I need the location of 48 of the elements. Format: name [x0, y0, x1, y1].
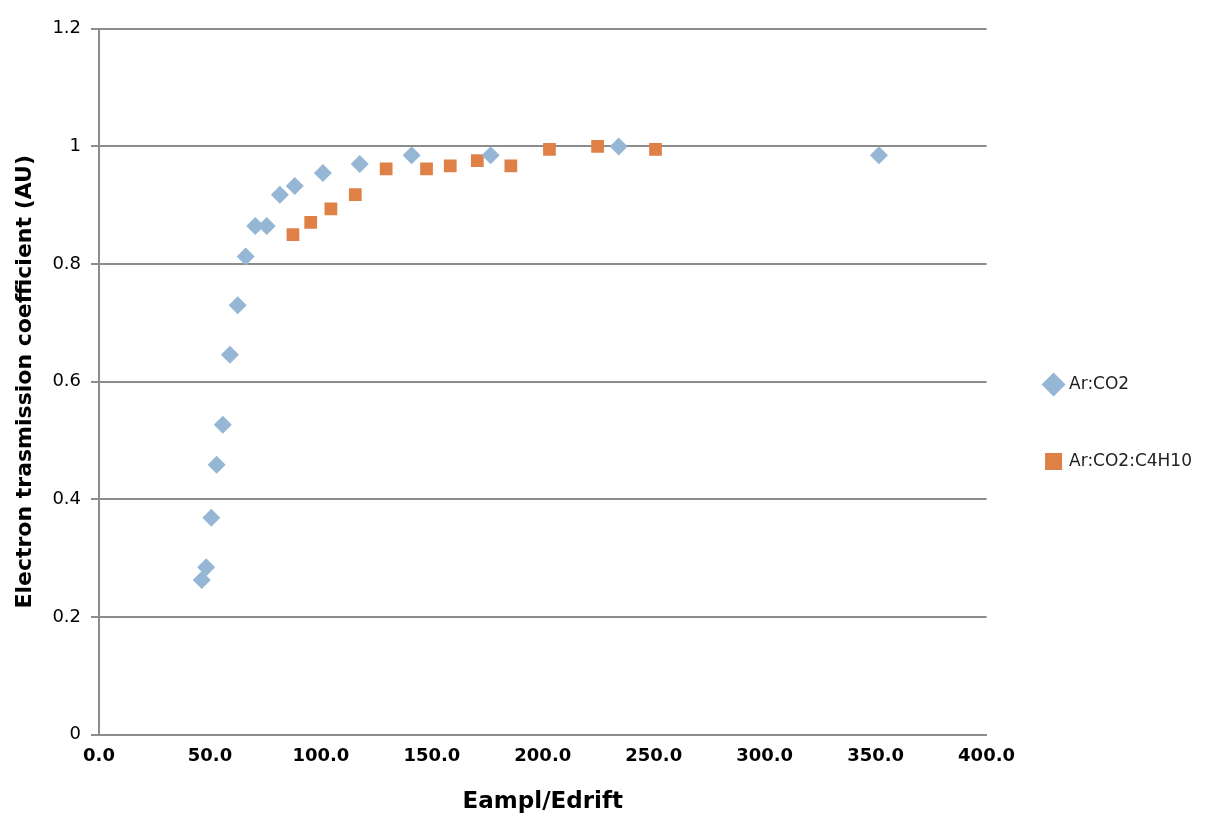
- y-tick-label: 1: [69, 134, 82, 156]
- y-tick-label: 1.2: [52, 16, 82, 38]
- y-tick-label: 0.6: [52, 369, 82, 391]
- point: [228, 296, 247, 315]
- x-tick-label: 0.0: [83, 744, 115, 766]
- point: [504, 159, 518, 173]
- point: [350, 155, 369, 174]
- legend-label: Ar:CO2: [1069, 372, 1130, 393]
- point: [324, 202, 338, 216]
- point: [207, 455, 226, 474]
- point: [202, 508, 221, 527]
- point: [286, 228, 300, 242]
- x-tick-label: 100.0: [292, 744, 350, 766]
- point: [402, 146, 421, 165]
- point: [220, 345, 239, 364]
- point: [470, 154, 484, 167]
- point: [192, 571, 211, 590]
- y-tick-label: 0.2: [52, 604, 82, 626]
- x-tick-label: 150.0: [403, 744, 461, 766]
- point: [649, 143, 662, 156]
- point: [213, 415, 232, 434]
- point: [420, 162, 433, 176]
- point: [270, 185, 289, 204]
- legend-label: Ar:CO2:C4H10: [1069, 449, 1193, 470]
- point: [236, 247, 255, 266]
- x-tick-label: 350.0: [847, 744, 905, 766]
- x-tick-label: 200.0: [514, 744, 572, 766]
- x-tick-label: 300.0: [736, 744, 794, 766]
- point: [543, 143, 556, 156]
- y-tick-label: 0.8: [52, 251, 82, 273]
- y-tick-label: 0.4: [52, 487, 82, 509]
- point: [609, 137, 628, 156]
- point: [591, 140, 604, 153]
- point: [481, 146, 500, 165]
- point: [304, 216, 318, 229]
- y-axis-title: Electron trasmission coefficient (AU): [10, 155, 36, 609]
- point: [313, 163, 332, 182]
- y-tick-label: 0: [69, 722, 82, 744]
- x-axis-title: Eampl/Edrift: [462, 787, 623, 814]
- point: [285, 176, 304, 195]
- point: [443, 159, 457, 173]
- point: [197, 558, 216, 577]
- x-tick-label: 400.0: [958, 744, 1016, 766]
- point: [869, 146, 888, 165]
- x-tick-label: 50.0: [187, 744, 233, 766]
- point: [348, 188, 362, 202]
- point: [379, 162, 393, 176]
- x-tick-label: 250.0: [625, 744, 683, 766]
